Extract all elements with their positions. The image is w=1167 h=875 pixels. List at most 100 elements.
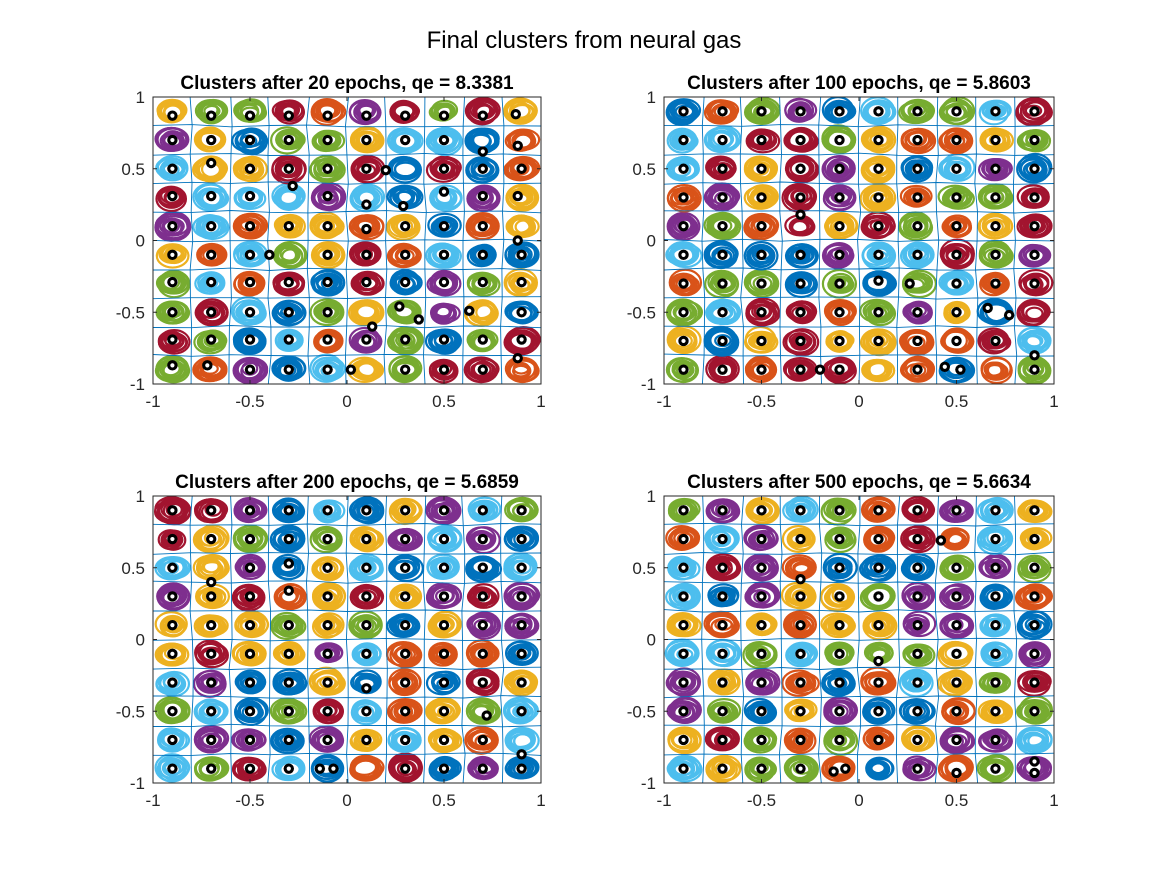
data-cluster [348,241,382,267]
figure-title: Final clusters from neural gas [427,27,742,54]
neuron-center-dot [915,508,920,513]
neuron-center-dot [209,594,214,599]
data-ring [239,501,260,520]
x-tick-label: 0 [342,392,351,411]
data-ring [859,298,895,324]
data-ring [198,130,224,149]
voronoi-edge [664,296,1054,300]
neuron-center-dot [993,281,998,286]
neuron-center-dot [170,337,175,342]
neuron-center-dot [480,565,485,570]
data-ring [709,158,737,179]
neuron-center-dot [286,508,291,513]
data-cluster [308,155,346,183]
data-ring [389,584,418,609]
data-cluster [901,496,936,523]
data-ring [861,242,895,269]
data-ring [945,102,972,120]
data-ring [669,586,698,608]
data-ring [1018,499,1050,521]
neuron-center-dot [1032,508,1037,513]
neuron-center-dot [480,367,485,372]
data-ring [233,328,267,354]
data-ring [749,102,776,120]
neuron-center-dot [915,310,920,315]
neuron-center-dot [403,280,408,285]
data-ring [275,616,300,636]
data-cluster [782,496,819,523]
data-ring [198,302,225,323]
data-cluster [426,524,463,553]
data-ring [1022,101,1047,120]
data-ring [939,238,975,269]
data-cluster [703,240,739,270]
data-cluster [464,726,499,755]
data-ring [243,560,261,575]
data-cluster [234,669,267,695]
neuron-center-dot [403,137,408,143]
neuron-center-dot [837,536,842,542]
neuron-center-dot [403,508,408,513]
data-cluster [192,214,230,241]
neuron-center-dot [441,508,447,513]
data-cluster [898,668,934,698]
data-cluster [193,126,227,153]
data-cluster [784,243,819,269]
data-ring [425,129,461,154]
data-ring [672,217,693,233]
neuron-center-dot [364,536,369,542]
data-cluster [666,211,701,241]
neuron-center-dot [247,367,253,372]
neuron-center-dot [325,166,330,171]
data-cluster [350,155,386,184]
data-ring [275,129,306,150]
neuron-center-dot [480,594,485,599]
neuron-center-dot [170,310,175,315]
neuron-center-dot [441,651,447,656]
data-ring [673,704,695,721]
data-ring [274,329,304,352]
neuron-center-dot [403,709,408,714]
data-ring [945,557,972,577]
neuron-center-dot [954,137,959,143]
neuron-center-dot [325,565,330,570]
neuron-center-dot [441,137,447,143]
data-cluster [979,583,1014,611]
data-ring [750,219,772,235]
neuron-center-dot [364,737,369,743]
data-cluster [387,527,423,552]
data-ring [830,246,852,262]
data-cluster [940,327,975,354]
data-cluster [231,127,269,156]
neuron-center-dot [843,766,848,771]
neuron-center-dot [876,338,881,344]
data-ring [666,127,698,154]
data-cluster [1017,326,1052,355]
data-ring [156,154,189,182]
data-ring [465,212,500,241]
data-cluster [979,127,1015,153]
neuron-center-dot [954,594,959,599]
data-ring [784,97,815,123]
data-ring [666,757,700,780]
data-ring [943,615,973,636]
data-cluster [899,355,936,383]
neuron-center-dot [681,680,686,685]
data-cluster [707,668,741,696]
data-cluster [1015,97,1053,127]
data-ring [822,187,856,211]
data-cluster [862,611,898,641]
neuron-center-dot [441,166,447,171]
neuron-center-dot [480,224,485,229]
data-ring [467,555,499,578]
voronoi-edge [153,181,541,185]
data-cluster [425,697,461,725]
neuron-center-dot [837,508,842,513]
neuron-center-dot [205,363,210,368]
data-cluster [900,725,936,752]
data-ring [155,356,188,381]
neuron-center-dot [364,594,369,599]
data-ring [314,132,339,150]
